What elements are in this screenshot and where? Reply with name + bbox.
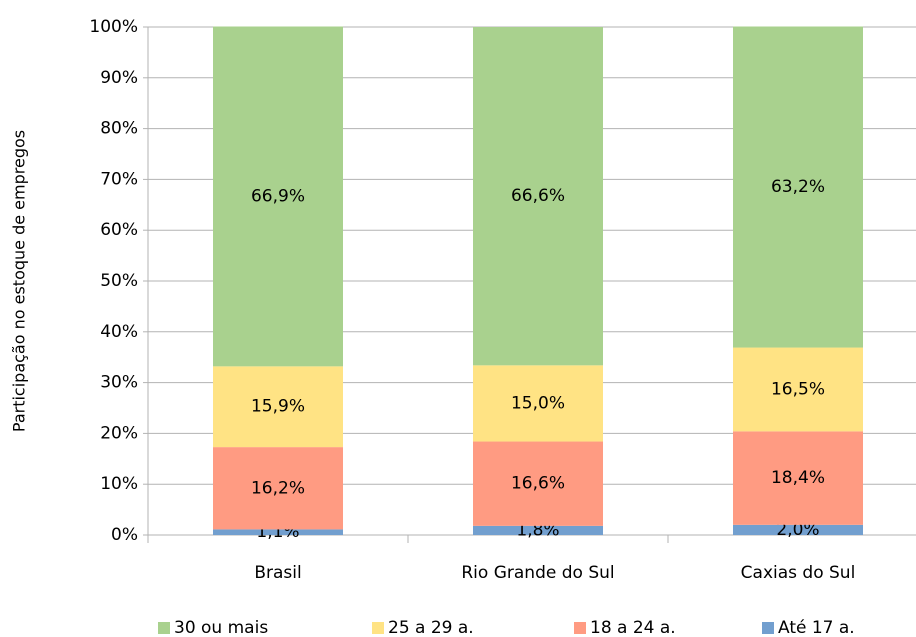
- bar-segment: [473, 525, 603, 535]
- y-axis-label: Participação no estoque de empregos: [10, 130, 29, 432]
- y-tick-label: 100%: [89, 17, 138, 37]
- data-label: 16,6%: [511, 474, 565, 494]
- data-label: 18,4%: [771, 468, 825, 488]
- bar-segment: [733, 347, 863, 432]
- bar-segment: [733, 26, 863, 348]
- x-tick-label: Caxias do Sul: [741, 563, 856, 583]
- legend-label: Até 17 a.: [778, 618, 855, 637]
- y-tick-label: 90%: [100, 68, 138, 88]
- y-tick-label: 70%: [100, 169, 138, 189]
- data-label: 66,9%: [251, 186, 305, 206]
- legend-label: 25 a 29 a.: [388, 618, 474, 637]
- data-label: 15,9%: [251, 397, 305, 417]
- bar-segment: [733, 431, 863, 525]
- y-tick-label: 60%: [100, 220, 138, 240]
- legend-label: 18 a 24 a.: [590, 618, 676, 637]
- bar-segment: [473, 441, 603, 526]
- y-tick-label: 0%: [111, 525, 138, 545]
- data-label: 15,0%: [511, 393, 565, 413]
- bar-segment: [213, 366, 343, 448]
- data-label: 2,0%: [776, 520, 819, 540]
- data-label: 16,2%: [251, 478, 305, 498]
- bar-segment: [473, 27, 603, 366]
- y-tick-label: 30%: [100, 373, 138, 393]
- legend-swatch: [762, 622, 774, 634]
- data-label: 16,5%: [771, 379, 825, 399]
- legend-label: 30 ou mais: [174, 618, 268, 637]
- bar-segment: [213, 447, 343, 530]
- legend-swatch: [158, 622, 170, 634]
- data-label: 63,2%: [771, 177, 825, 197]
- data-label: 66,6%: [511, 186, 565, 206]
- bar-segment: [213, 26, 343, 367]
- x-tick-label: Rio Grande do Sul: [461, 563, 614, 583]
- x-tick-label: Brasil: [254, 563, 301, 583]
- legend-swatch: [574, 622, 586, 634]
- y-tick-label: 40%: [100, 322, 138, 342]
- y-tick-label: 80%: [100, 119, 138, 139]
- bar-segment: [733, 524, 863, 535]
- y-tick-label: 20%: [100, 423, 138, 443]
- y-tick-label: 50%: [100, 271, 138, 291]
- bar-segment: [473, 365, 603, 442]
- y-tick-label: 10%: [100, 474, 138, 494]
- bar-segment: [213, 529, 343, 535]
- legend-swatch: [372, 622, 384, 634]
